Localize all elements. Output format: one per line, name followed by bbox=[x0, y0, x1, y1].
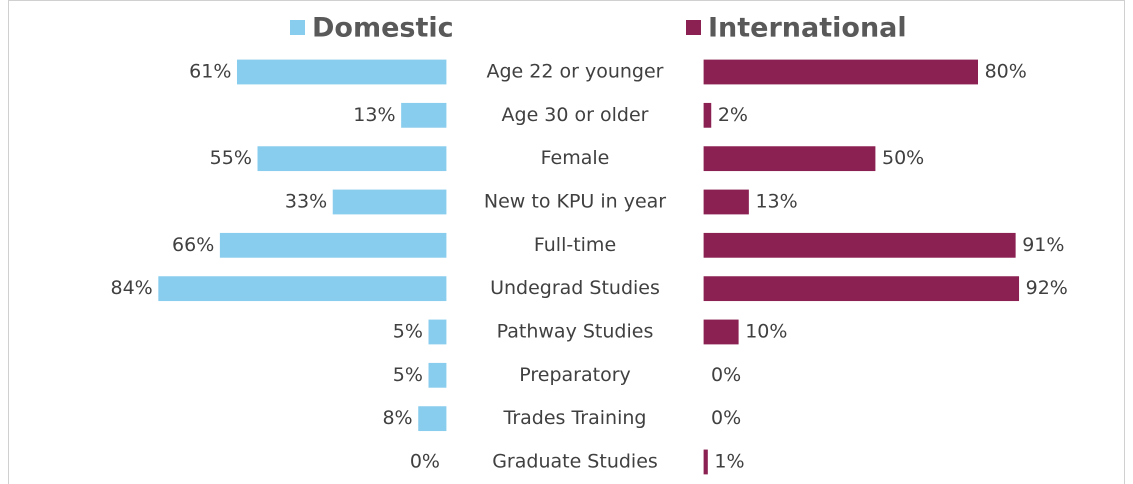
bar bbox=[703, 232, 1016, 258]
category-label: Undegrad Studies bbox=[490, 277, 660, 299]
bar bbox=[418, 406, 447, 432]
category-label: Preparatory bbox=[519, 364, 631, 386]
bar bbox=[703, 146, 876, 172]
bar bbox=[332, 189, 447, 215]
data-label: 55% bbox=[210, 147, 252, 169]
data-label: 13% bbox=[353, 104, 395, 126]
category-label: Full-time bbox=[534, 234, 616, 256]
data-label: 84% bbox=[110, 277, 152, 299]
bar bbox=[257, 146, 447, 172]
data-label: 91% bbox=[1022, 234, 1064, 256]
data-label: 10% bbox=[745, 320, 787, 342]
data-label: 0% bbox=[711, 407, 741, 429]
category-label: Pathway Studies bbox=[497, 320, 654, 342]
bar bbox=[219, 232, 447, 258]
bar bbox=[703, 319, 739, 345]
bar bbox=[428, 362, 447, 388]
data-label: 33% bbox=[285, 190, 327, 212]
data-label: 1% bbox=[714, 450, 744, 472]
category-label: Female bbox=[541, 147, 610, 169]
bar bbox=[703, 189, 749, 215]
data-label: 92% bbox=[1026, 277, 1068, 299]
bar bbox=[703, 59, 979, 85]
bar bbox=[428, 319, 447, 345]
bar bbox=[703, 102, 712, 128]
legend-swatch bbox=[290, 20, 305, 35]
category-label: New to KPU in year bbox=[484, 190, 666, 212]
category-label: Graduate Studies bbox=[492, 450, 658, 472]
legend-label: Domestic bbox=[312, 13, 454, 44]
bar bbox=[158, 276, 447, 302]
data-label: 5% bbox=[393, 320, 423, 342]
data-label: 50% bbox=[882, 147, 924, 169]
bar bbox=[401, 102, 447, 128]
data-label: 2% bbox=[718, 104, 748, 126]
bar bbox=[703, 276, 1020, 302]
data-label: 61% bbox=[189, 61, 231, 83]
category-label: Age 30 or older bbox=[502, 104, 649, 126]
data-label: 0% bbox=[711, 364, 741, 386]
bar bbox=[703, 449, 708, 475]
chart-border bbox=[8, 0, 1125, 484]
data-label: 80% bbox=[985, 61, 1027, 83]
data-label: 0% bbox=[410, 450, 440, 472]
data-label: 5% bbox=[393, 364, 423, 386]
legend-swatch bbox=[686, 20, 701, 35]
bar bbox=[236, 59, 447, 85]
data-label: 66% bbox=[172, 234, 214, 256]
data-label: 13% bbox=[755, 190, 797, 212]
category-label: Trades Training bbox=[503, 407, 647, 429]
category-label: Age 22 or younger bbox=[487, 61, 664, 83]
data-label: 8% bbox=[382, 407, 412, 429]
legend-label: International bbox=[708, 13, 907, 44]
